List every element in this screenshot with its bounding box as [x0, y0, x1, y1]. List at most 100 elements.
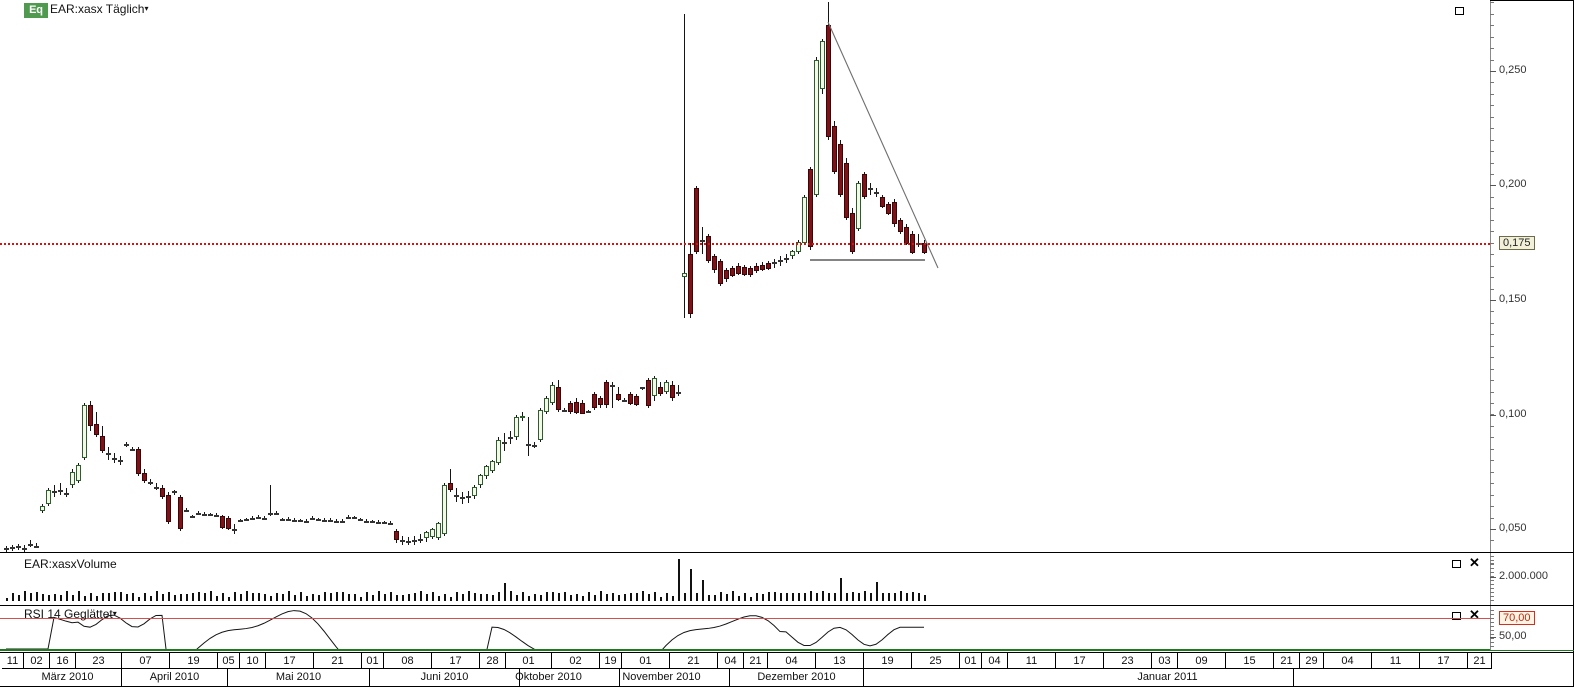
candle-body	[286, 518, 291, 521]
volume-pane-close-button[interactable]: ✕	[1469, 555, 1480, 570]
volume-bar	[408, 593, 410, 601]
volume-bar	[354, 593, 356, 601]
date-axis-day-cell: 10	[240, 653, 266, 669]
volume-bar	[306, 596, 308, 601]
volume-bar	[534, 593, 536, 601]
candle-body	[214, 515, 219, 518]
volume-bar	[318, 595, 320, 601]
axis-tick	[1490, 580, 1494, 581]
axis-tick	[1490, 140, 1494, 141]
chart-title[interactable]: EAR:xasx Täglich▾	[50, 2, 149, 16]
date-axis-day-cell: 11	[1372, 653, 1420, 669]
axis-tick	[1490, 25, 1494, 26]
axis-tick	[1490, 584, 1494, 585]
volume-bar	[174, 594, 176, 601]
candle-wick	[528, 416, 529, 456]
candle-body	[838, 144, 843, 195]
rsi-pane-close-button[interactable]: ✕	[1469, 607, 1480, 622]
candle-body	[22, 548, 27, 551]
volume-bar	[582, 596, 584, 601]
axis-tick	[1490, 414, 1494, 415]
axis-tick	[1490, 254, 1494, 255]
axis-tick	[1490, 596, 1494, 597]
candle-body	[166, 494, 171, 523]
axis-tick	[1490, 572, 1494, 573]
candle-body	[586, 411, 591, 414]
rsi-oversold-line	[0, 649, 1490, 650]
rsi-panel-label: RSI 14 Geglättet	[24, 607, 113, 621]
candle-body	[736, 265, 741, 274]
volume-bar	[246, 591, 248, 601]
candle-body	[58, 489, 63, 492]
axis-tick	[1490, 564, 1494, 565]
candle-body	[220, 516, 225, 528]
rsi-chart-pane[interactable]	[0, 606, 1490, 650]
candle-body	[502, 441, 507, 444]
candle-body	[256, 517, 261, 520]
chart-title-text: EAR:xasx Täglich	[50, 2, 145, 16]
volume-bar	[360, 596, 362, 601]
date-axis[interactable]: 11 02 16 23 07 19 05 10 17 21 01 08 17 28 01 02 19 01 21 04…	[0, 650, 1574, 687]
candle-wick	[414, 535, 415, 545]
candle-body	[856, 183, 861, 229]
volume-chart-pane[interactable]	[0, 553, 1490, 605]
axis-tick	[1490, 622, 1494, 623]
candle-body	[406, 541, 411, 544]
axis-tick	[1490, 174, 1494, 175]
candle-wick	[678, 384, 679, 397]
candle-body	[424, 532, 429, 539]
candle-body	[4, 548, 9, 551]
volume-bar	[894, 593, 896, 601]
candle-body	[40, 506, 45, 511]
axis-tick	[1490, 71, 1496, 72]
volume-bar	[264, 593, 266, 601]
candle-wick	[642, 389, 643, 391]
candle-body	[160, 487, 165, 497]
candle-body	[304, 520, 309, 523]
volume-bar	[834, 593, 836, 601]
candle-body	[448, 483, 453, 491]
volume-bar	[222, 593, 224, 601]
candle-wick	[132, 446, 133, 452]
volume-bar	[390, 592, 392, 601]
volume-bar	[438, 596, 440, 601]
volume-bar	[492, 595, 494, 601]
volume-bar	[906, 593, 908, 601]
candle-body	[106, 453, 111, 456]
value-axis[interactable]: 0,250 0,200 0,150 0,100 0,050 0,175 2.000.000 5…	[1490, 0, 1574, 687]
volume-bar	[384, 594, 386, 601]
date-axis-day-cell: 17	[432, 653, 480, 669]
candle-wick	[264, 516, 265, 521]
candle-body	[556, 387, 561, 410]
chevron-down-icon[interactable]: ▾	[144, 4, 149, 13]
volume-pane-restore-button[interactable]	[1452, 558, 1461, 570]
candle-body	[742, 266, 747, 275]
volume-bar	[726, 594, 728, 601]
price-chart-pane[interactable]	[0, 0, 1490, 552]
chevron-down-icon[interactable]: ▾	[112, 609, 117, 618]
axis-tick	[1490, 60, 1494, 61]
candle-body	[490, 461, 495, 471]
volume-bar	[228, 597, 230, 601]
volume-bar	[216, 595, 218, 601]
price-pane-restore-button[interactable]	[1455, 5, 1464, 17]
rsi-pane-restore-button[interactable]	[1452, 610, 1461, 622]
candle-wick	[66, 487, 67, 497]
candle-wick	[204, 511, 205, 516]
candle-body	[382, 522, 387, 525]
candle-body	[400, 540, 405, 543]
volume-bar	[822, 591, 824, 601]
candle-body	[52, 491, 57, 494]
axis-tick	[1490, 483, 1494, 484]
volume-bar	[432, 591, 434, 601]
date-axis-month-cell: Mai 2010	[228, 669, 370, 686]
rsi-panel-title[interactable]: RSI 14 Geglättet▾	[24, 607, 117, 621]
axis-label: 70,00	[1499, 611, 1535, 625]
axis-spine	[1490, 0, 1491, 650]
volume-bar	[150, 595, 152, 601]
volume-bar	[732, 590, 734, 601]
volume-bar	[612, 592, 614, 601]
candle-body	[844, 162, 849, 218]
candle-body	[598, 398, 603, 406]
volume-bar	[138, 596, 140, 601]
